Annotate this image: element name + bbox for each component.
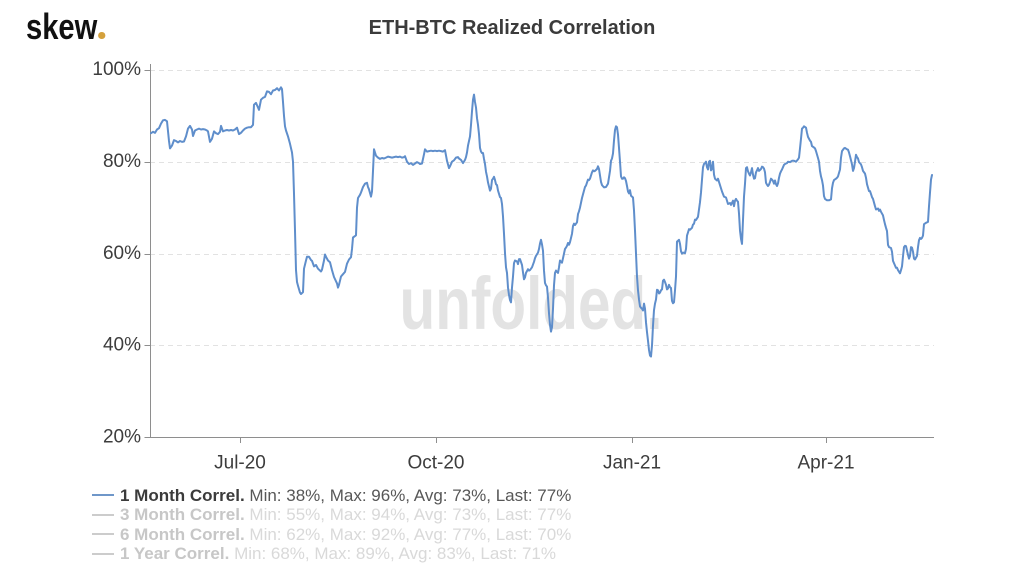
svg-text:80%: 80% xyxy=(103,151,141,172)
svg-text:40%: 40% xyxy=(103,335,141,356)
svg-text:Jul-20: Jul-20 xyxy=(214,453,266,474)
svg-text:Jan-21: Jan-21 xyxy=(603,453,661,474)
svg-text:unfolded.: unfolded. xyxy=(400,264,663,346)
svg-text:20%: 20% xyxy=(103,427,141,448)
svg-text:100%: 100% xyxy=(92,59,141,80)
svg-text:60%: 60% xyxy=(103,243,141,264)
svg-text:Oct-20: Oct-20 xyxy=(407,453,464,474)
svg-text:Apr-21: Apr-21 xyxy=(797,453,854,474)
